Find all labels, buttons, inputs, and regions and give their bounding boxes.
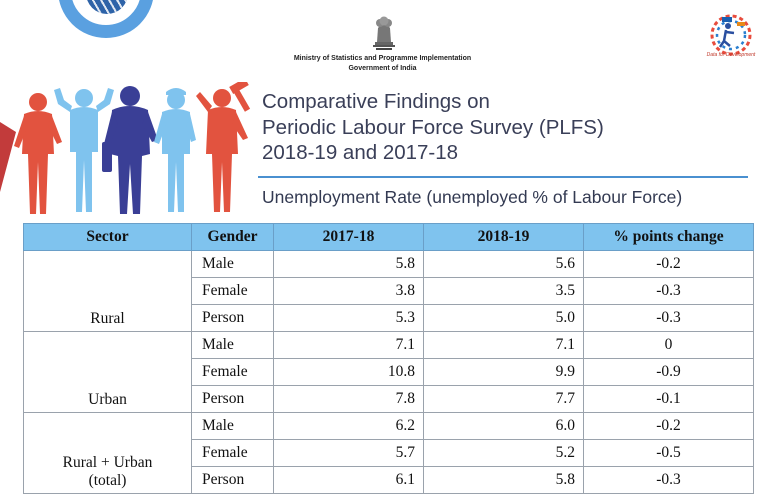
header-change: % points change [583,223,754,251]
title-line-1: Comparative Findings on [262,90,490,113]
header-sector: Sector [23,223,192,251]
gender-cell: Person [191,385,274,413]
value-2017-18: 3.8 [273,277,424,305]
table-row: Female 5.7 5.2 -0.5 [24,439,754,467]
table-row: Urban Male 7.1 7.1 0 [23,331,754,413]
gender-cell: Male [191,331,274,359]
value-2017-18: 5.7 [273,439,424,467]
value-2018-19: 5.6 [423,250,584,278]
value-2017-18: 6.2 [273,412,424,440]
value-2017-18: 7.8 [273,385,424,413]
header-2017-18: 2017-18 [273,223,424,251]
gender-cell: Male [191,412,274,440]
page-subtitle: Unemployment Rate (unemployed % of Labou… [262,187,683,207]
value-change: 0 [583,331,754,359]
table-row: Rural + Urban (total) Male 6.2 6.0 -0.2 [23,412,754,494]
value-2018-19: 7.7 [423,385,584,413]
gender-cell: Female [191,358,274,386]
value-2017-18: 10.8 [273,358,424,386]
brand-ring-globe [86,0,128,14]
ministry-name: Ministry of Statistics and Programme Imp… [293,55,472,62]
title-divider [258,176,748,178]
gender-cell: Female [191,439,274,467]
value-change: -0.1 [583,385,754,413]
page-title: Comparative Findings on Periodic Labour … [262,89,742,166]
value-2017-18: 6.1 [273,466,424,494]
value-change: -0.2 [583,412,754,440]
value-2018-19: 5.2 [423,439,584,467]
title-line-3: 2018-19 and 2017-18 [262,141,459,164]
gender-cell: Female [191,277,274,305]
table-row: Person 6.1 5.8 -0.3 [24,466,754,494]
sector-total-line-1: Rural + Urban [62,454,153,471]
sector-cell-total: Rural + Urban (total) [23,412,192,494]
value-2018-19: 9.9 [423,358,584,386]
value-change: -0.5 [583,439,754,467]
value-2018-19: 7.1 [423,331,584,359]
value-2017-18: 7.1 [273,331,424,359]
workers-illustration [0,82,251,214]
value-2018-19: 5.0 [423,304,584,332]
value-change: -0.9 [583,358,754,386]
value-change: -0.2 [583,250,754,278]
gender-cell: Male [191,250,274,278]
sector-cell-rural: Rural [23,250,192,332]
government-name: Government of India [348,65,417,72]
header-gender: Gender [191,223,274,251]
value-change: -0.3 [583,277,754,305]
table-header-row: Sector Gender 2017-18 2018-19 % points c… [23,223,754,251]
unemployment-table: Sector Gender 2017-18 2018-19 % points c… [23,223,754,494]
value-2018-19: 5.8 [423,466,584,494]
value-2017-18: 5.3 [273,304,424,332]
gender-cell: Person [191,304,274,332]
gender-cell: Person [191,466,274,494]
title-line-2: Periodic Labour Force Survey (PLFS) [262,115,604,139]
header-2018-19: 2018-19 [423,223,584,251]
value-change: -0.3 [583,466,754,494]
sector-total-line-2: (total) [88,472,127,489]
national-emblem-icon [373,16,395,50]
value-2017-18: 5.8 [273,250,424,278]
sector-cell-urban: Urban [23,331,192,413]
value-2018-19: 6.0 [423,412,584,440]
value-2018-19: 3.5 [423,277,584,305]
value-change: -0.3 [583,304,754,332]
nsso-tagline: Data for Development [706,52,756,58]
table-row: Female 3.8 3.5 -0.3 [24,277,754,305]
nsso-logo-icon [710,14,752,56]
table-row: Rural Male 5.8 5.6 -0.2 [23,250,754,332]
